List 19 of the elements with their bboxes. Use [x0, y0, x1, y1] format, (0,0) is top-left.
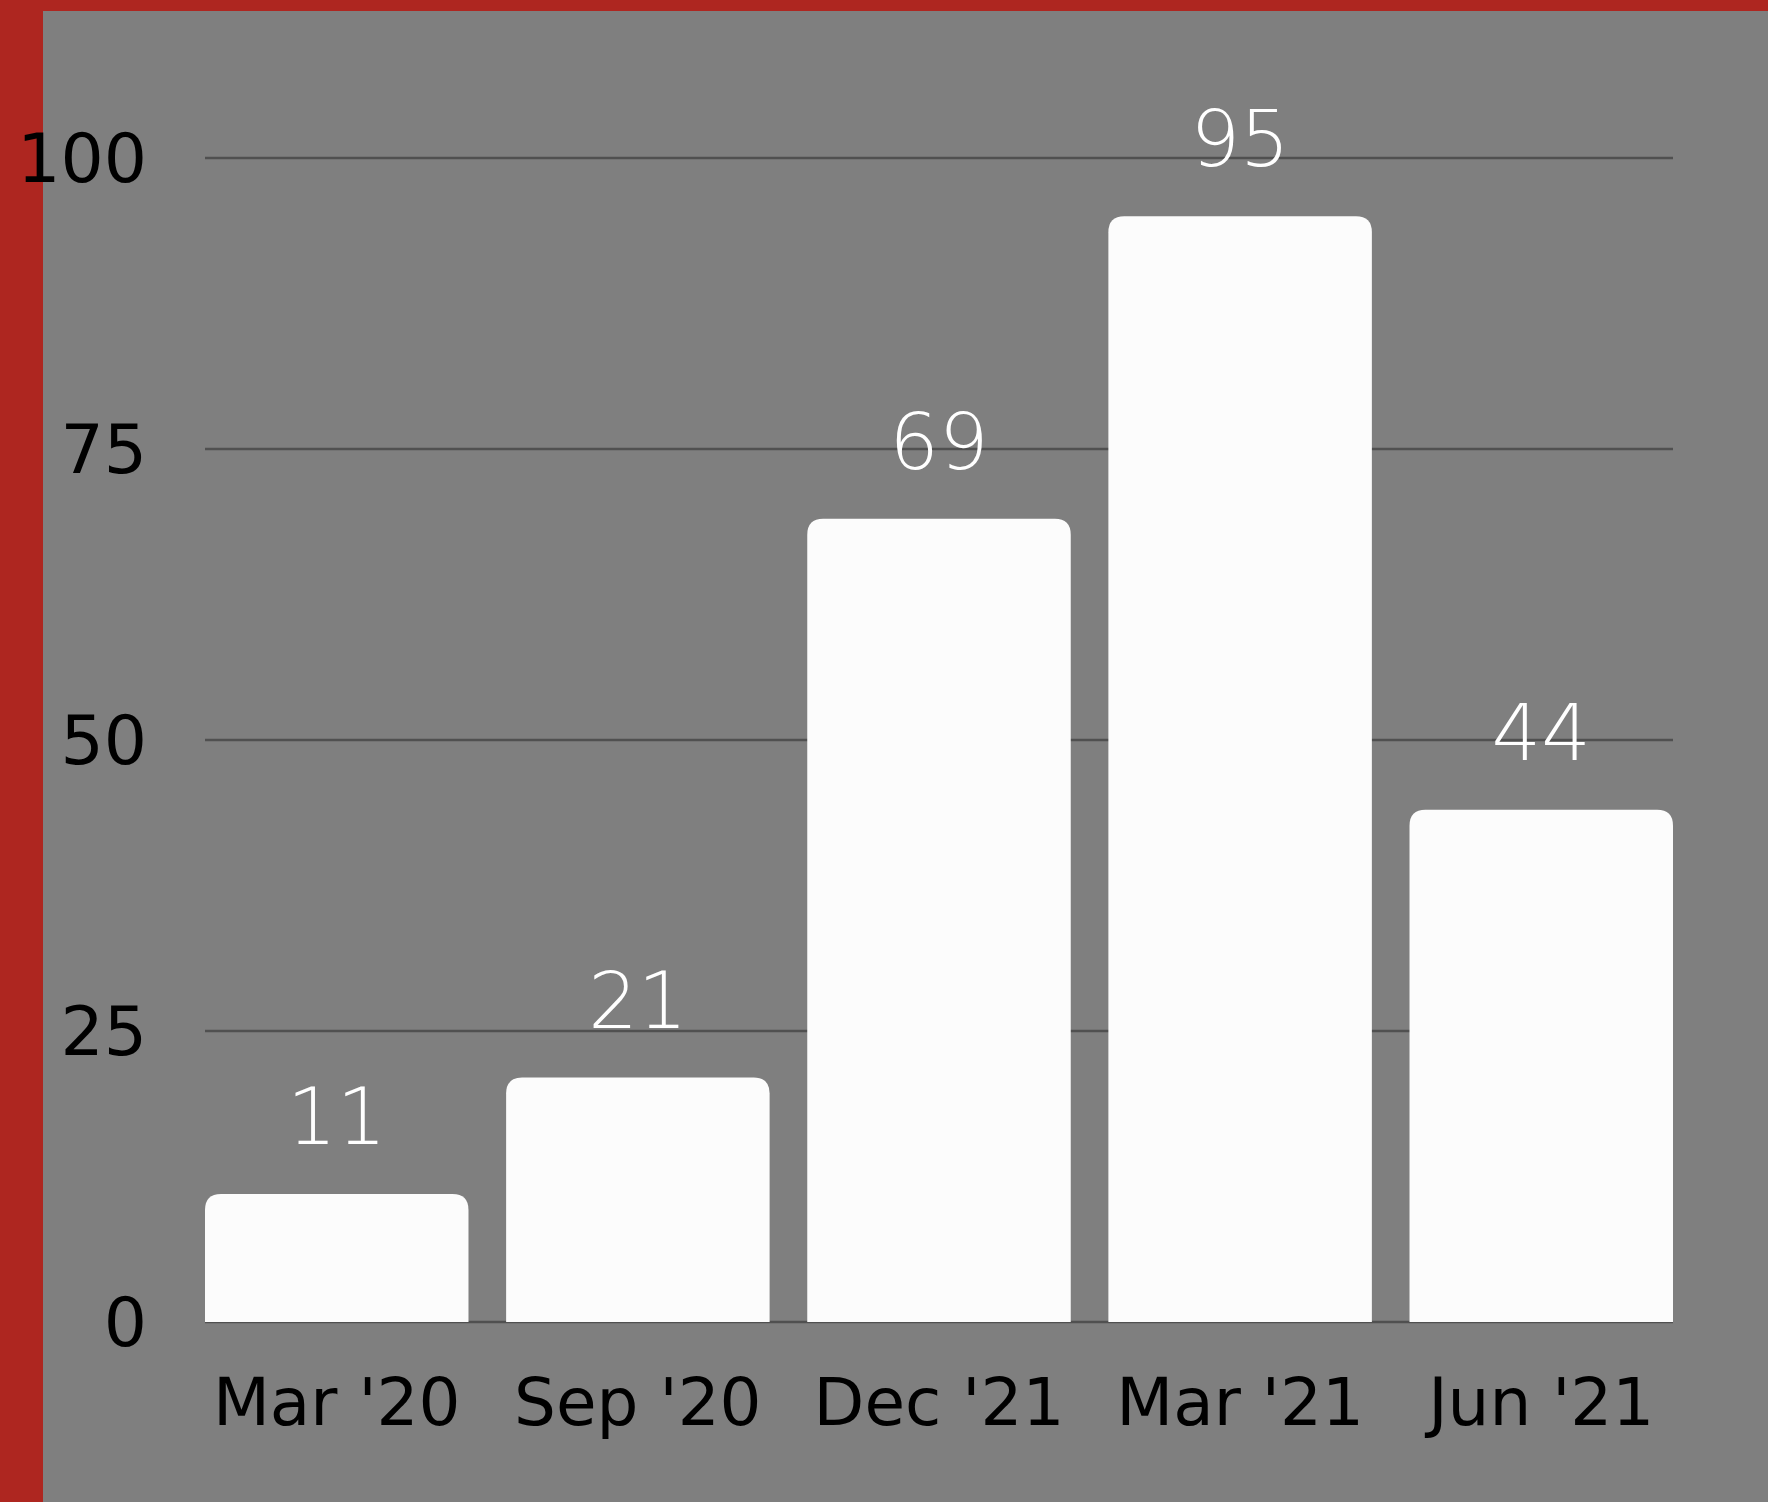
y-tick-label: 25: [60, 991, 147, 1071]
x-tick-label: Mar '20: [212, 1364, 461, 1441]
x-tick-label: Sep '20: [514, 1364, 762, 1441]
bar: [506, 1077, 770, 1322]
data-label: 69: [889, 396, 989, 487]
x-tick-label: Jun '21: [1424, 1364, 1655, 1441]
data-label: 21: [588, 955, 688, 1046]
bar: [807, 518, 1071, 1322]
y-tick-label: 0: [103, 1282, 147, 1362]
data-label: 95: [1190, 94, 1290, 185]
bar: [1409, 809, 1673, 1322]
x-tick-label: Mar '21: [1116, 1364, 1364, 1441]
y-tick-label: 75: [60, 409, 147, 489]
y-tick-label: 50: [60, 700, 147, 780]
bar: [205, 1193, 469, 1322]
x-tick-label: Dec '21: [813, 1364, 1065, 1441]
data-label: 44: [1491, 687, 1591, 778]
bar: [1108, 216, 1372, 1322]
data-label: 11: [287, 1071, 387, 1162]
